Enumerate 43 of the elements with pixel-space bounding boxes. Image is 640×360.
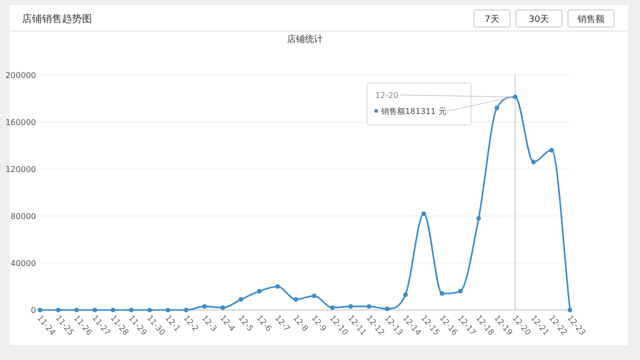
point — [56, 308, 61, 312]
point — [257, 288, 262, 294]
text: 30天 — [528, 14, 550, 25]
annotation: 销售额181311 元 — [380, 106, 446, 116]
y-tick-label: 0 — [30, 306, 36, 315]
y-tick-label: 160000 — [5, 118, 36, 127]
point — [220, 305, 226, 310]
point — [494, 106, 500, 110]
point — [330, 305, 335, 310]
point — [275, 284, 280, 289]
chart-subtitle: 店铺统计 — [287, 34, 323, 45]
chart-title: 店铺销售趋势图 — [22, 13, 92, 25]
point — [384, 306, 390, 312]
point — [238, 297, 244, 302]
point — [549, 148, 554, 152]
point — [531, 160, 536, 164]
point — [568, 308, 572, 312]
point — [110, 308, 116, 312]
point — [202, 304, 207, 309]
y-tick-label: 120000 — [5, 165, 36, 174]
point — [458, 288, 463, 294]
point — [312, 294, 316, 298]
point — [403, 292, 408, 298]
point — [166, 308, 170, 312]
text: 销售额 — [576, 14, 604, 25]
point — [294, 297, 298, 302]
point — [129, 308, 134, 312]
point — [476, 216, 481, 221]
point — [440, 291, 444, 296]
point — [366, 304, 372, 309]
point — [74, 308, 79, 312]
point — [147, 308, 152, 312]
point — [92, 308, 98, 312]
point — [348, 304, 353, 309]
y-tick-label: 80000 — [10, 212, 36, 221]
annotation: 12-20 — [375, 90, 398, 100]
point — [38, 308, 42, 312]
y-tick-label: 40000 — [10, 259, 36, 268]
point — [184, 308, 189, 312]
y-tick-label: 200000 — [5, 71, 36, 80]
point — [512, 94, 518, 100]
text: 7天 — [484, 14, 500, 25]
point — [421, 211, 426, 216]
